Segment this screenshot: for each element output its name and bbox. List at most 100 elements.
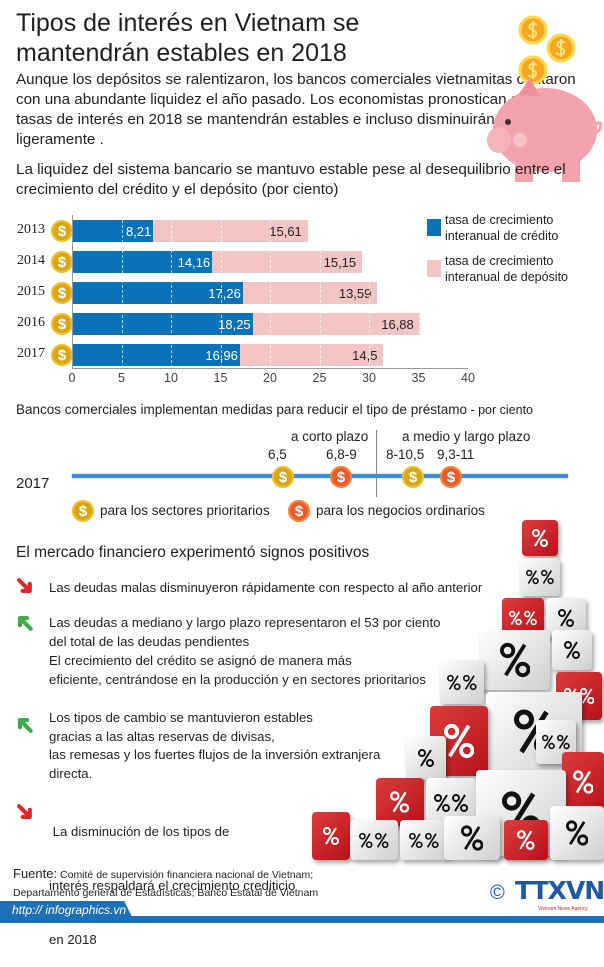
market-item-line: directa. [49,765,93,781]
percent-icon [440,660,484,704]
percent-sign-icon [517,830,535,850]
down-arrow-icon: ➜ [6,792,44,830]
market-item-line: La disminución de los tipos de [49,824,230,839]
url-tab [0,901,135,923]
source-label: Fuente: [13,866,58,881]
market-item-line: las remesas y los fuertes flujos de la i… [49,747,381,762]
x-tick-label: 15 [213,371,228,385]
percent-sign-icon [532,529,548,547]
credit-bar: 8,21 [72,220,154,242]
percent-sign-icon [499,642,531,678]
footer-bar [0,916,604,923]
percent-sign-icon [409,832,423,848]
percent-icon [376,778,424,826]
percent-sign-icon [447,674,461,690]
up-arrow-icon: ➜ [6,605,43,643]
percent-sign-icon [572,770,594,794]
source-line: Departamento general de Estadísticas; Ba… [13,887,319,899]
legend-credit: tasa de crecimiento interanual de crédit… [427,212,604,244]
market-item-line: Los tipos de cambio se mantuvieron estab… [49,710,313,725]
credit-bar: 18,25 [72,313,253,335]
up-arrow-icon: ➜ [6,707,43,745]
deposit-bar: 15,61 [153,220,308,242]
coin-icon: $ [51,251,73,273]
percent-icon [562,752,604,812]
percent-icon [504,820,548,860]
percent-sign-icon [564,641,580,659]
market-item-line: El crecimiento del crédito se asignó de … [49,653,352,668]
site-url-link[interactable]: http:// infographics.vn [12,903,127,917]
credit-bar: 14,16 [72,251,213,273]
percent-sign-icon [558,609,574,627]
ordinary-legend-label: para los negocios ordinarios [316,503,485,518]
x-tick-label: 35 [411,371,426,385]
gridline [171,215,172,368]
percent-icon [480,630,550,690]
x-tick-label: 0 [68,371,76,385]
market-item-line: interés respaldará el crecimiento credit… [49,878,296,893]
source: Fuente: Comité de supervisión financiera… [13,865,318,902]
long-term-label: a medio y largo plazo [402,429,531,444]
term-divider [376,430,377,497]
y-axis-line [72,215,73,369]
coin-icon: $ [51,282,73,304]
credit-bar: 16,96 [72,344,240,366]
percent-icon [520,558,560,596]
page-title: Tipos de interés en Vietnam se mantendrá… [16,9,360,67]
priority-legend-coin-icon: $ [72,500,94,522]
chart-title: La liquidez del sistema bancario se mant… [16,161,566,198]
percent-sign-icon [460,825,484,851]
gridline [418,215,420,368]
lending-title-text: Bancos comerciales implementan medidas p… [16,402,467,417]
percent-sign-icon [418,749,434,767]
timeline-year: 2017 [16,475,50,492]
coin-icon [546,33,576,63]
ordinary-legend-coin-icon: $ [288,500,310,522]
year-label: 2016 [17,315,45,330]
deposit-bar: 15,15 [212,251,363,273]
priority-coin-icon: $ [402,466,424,488]
x-tick-label: 10 [164,371,178,385]
year-label: 2013 [17,222,45,237]
legend-swatch-credit [427,219,441,236]
percent-sign-icon [425,832,439,848]
ordinary-coin-icon: $ [330,466,352,488]
bar-value-label: 17,26 [208,286,241,301]
bar-value-label: 16,88 [381,317,414,332]
rate-value: 6,5 [268,447,287,462]
market-item-line: Las deudas malas disminuyeron rápidament… [49,580,483,595]
market-item: Las deudas malas disminuyeron rápidament… [49,579,482,596]
gridline [369,215,370,368]
timeline-line [72,474,568,478]
bar-chart: 2013 $8,21 15,61 2014 $14,16 15,15 2015 $17,26 1… [0,210,604,390]
copyright-icon: © [490,882,505,904]
deposit-bar: 16,88 [252,313,420,335]
bar-value-label: 16,96 [205,348,238,363]
year-label: 2014 [17,253,45,268]
deposit-bar: 13,59 [242,282,378,304]
market-item: Los tipos de cambio se mantuvieron estab… [49,709,380,783]
legend-swatch-deposit [427,260,441,277]
gridline [270,215,271,368]
percent-dice-illustration [300,520,604,860]
down-arrow-icon: ➜ [6,566,44,604]
legend-deposit: tasa de crecimiento interanual de depósi… [427,253,604,285]
bar-value-label: 13,59 [338,286,372,301]
market-item-line: eficiente, centrándose en la producción … [49,672,426,687]
bar-value-label: 15,15 [323,255,357,270]
market-item-line: gracias a las altas reservas de divisas, [49,728,275,744]
percent-icon [550,806,604,860]
market-item-line: en 2018 [49,932,97,947]
percent-sign-icon [359,832,373,848]
coin-icon: $ [51,220,73,242]
bar-value-label: 15,61 [269,224,302,239]
market-item-line: del total de las deudas pendientes [49,634,250,649]
percent-icon [536,720,576,764]
coin-icon: $ [51,313,73,335]
percent-sign-icon [557,734,570,750]
market-title: El mercado financiero experimentó signos… [16,544,370,561]
legend-label-credit: tasa de crecimiento interanual de crédit… [445,213,559,243]
coin-icon [518,55,548,85]
lending-unit: - por ciento [466,403,533,417]
bar-value-label: 14,16 [177,255,211,270]
